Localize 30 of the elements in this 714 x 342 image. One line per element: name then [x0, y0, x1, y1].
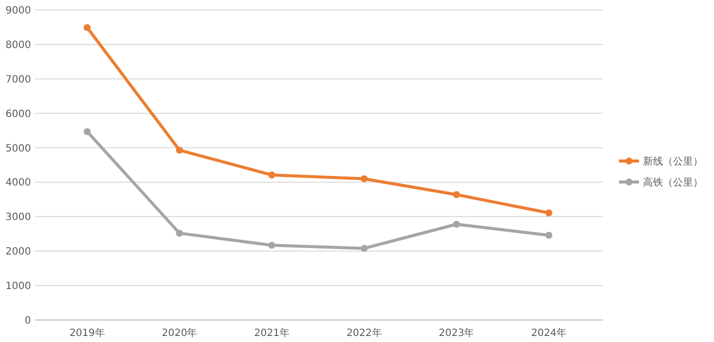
legend-label: 高铁（公里）	[643, 176, 703, 188]
y-tick-label: 9000	[6, 6, 31, 16]
y-tick-label: 6000	[6, 108, 31, 120]
y-tick-label: 5000	[6, 143, 31, 154]
y-tick-label: 0	[24, 316, 31, 326]
y-tick-label: 3000	[6, 212, 31, 224]
y-tick-label: 1000	[6, 281, 31, 292]
x-tick-label: 2021年	[254, 327, 290, 339]
y-tick-label: 2000	[6, 246, 31, 258]
y-tick-label: 8000	[6, 40, 31, 51]
point	[84, 24, 91, 32]
point	[360, 175, 368, 182]
point	[84, 128, 91, 136]
point	[453, 220, 460, 228]
x-tick-label: 2023年	[438, 327, 474, 339]
point	[545, 209, 552, 216]
x-tick-label: 2024年	[531, 327, 567, 339]
legend-label: 新线（公里）	[643, 156, 703, 168]
point	[268, 171, 276, 178]
y-tick-label: 7000	[6, 74, 31, 86]
point	[360, 244, 368, 252]
x-tick-label: 2020年	[162, 327, 198, 339]
point	[268, 242, 276, 249]
x-tick-label: 2022年	[346, 327, 382, 339]
point	[453, 191, 460, 198]
x-tick-label: 2019年	[69, 327, 105, 339]
point	[545, 232, 552, 239]
point	[176, 146, 183, 154]
y-tick-label: 4000	[6, 178, 31, 189]
point	[176, 230, 183, 237]
